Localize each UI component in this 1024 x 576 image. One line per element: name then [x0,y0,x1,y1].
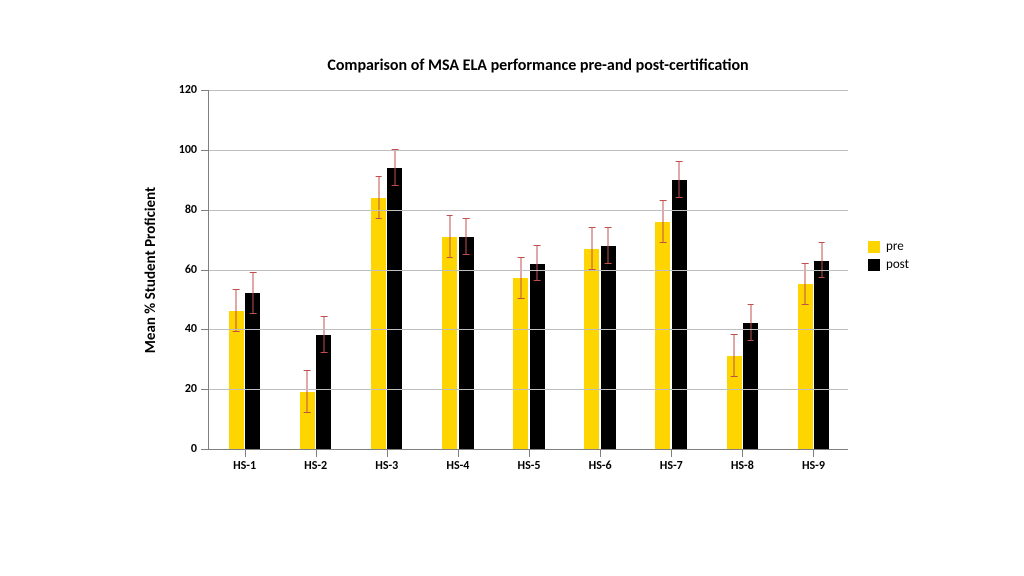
x-tick-label: HS-6 [589,449,612,473]
x-tick-label: HS-5 [518,449,541,473]
y-tick-label: 100 [179,143,209,157]
error-cap [534,245,541,246]
legend-item-pre: pre [868,239,909,254]
bar-pre [371,198,386,449]
x-tick-label: HS-1 [233,449,256,473]
legend: pre post [868,236,909,275]
error-cap [304,370,311,371]
error-cap [802,304,809,305]
error-cap [605,263,612,264]
grid-line [209,329,848,330]
error-bar [679,162,680,198]
error-bar [750,305,751,341]
error-cap [249,272,256,273]
error-cap [375,176,382,177]
error-cap [233,331,240,332]
bar-pre [655,222,670,449]
error-cap [747,340,754,341]
error-cap [747,304,754,305]
chart-title: Comparison of MSA ELA performance pre-an… [138,56,938,75]
x-tick-label: HS-4 [446,449,469,473]
y-axis-label: Mean % Student Proficient [142,186,160,352]
bar-pre [442,237,457,449]
error-cap [304,412,311,413]
error-cap [249,313,256,314]
error-cap [676,161,683,162]
error-cap [375,218,382,219]
bar-post [672,180,687,449]
bar-pre [513,278,528,449]
error-bar [520,258,521,300]
error-cap [589,227,596,228]
bar-pre [798,284,813,449]
legend-swatch [868,259,880,271]
y-tick-label: 60 [185,263,209,277]
y-tick-label: 120 [179,83,209,97]
legend-label: post [886,257,909,272]
error-cap [463,254,470,255]
error-cap [802,263,809,264]
y-tick-label: 80 [185,203,209,217]
bar-pre [584,249,599,449]
legend-label: pre [886,239,904,254]
error-bar [662,201,663,243]
error-cap [818,277,825,278]
bar-post [814,261,829,449]
error-bar [821,243,822,279]
grid-line [209,90,848,91]
grid-line [209,210,848,211]
error-cap [660,200,667,201]
legend-swatch [868,241,880,253]
error-bar [394,150,395,186]
x-tick-label: HS-2 [304,449,327,473]
error-bar [466,219,467,255]
error-cap [534,280,541,281]
plot-area: Mean % Student Proficient 02040608010012… [208,90,848,450]
error-bar [537,246,538,282]
y-tick-label: 0 [191,442,209,456]
error-bar [608,228,609,264]
error-bar [378,177,379,219]
bar-post [459,237,474,449]
error-bar [307,371,308,413]
error-bar [449,216,450,258]
error-cap [517,298,524,299]
error-cap [446,257,453,258]
x-tick-label: HS-9 [802,449,825,473]
x-tick-label: HS-3 [375,449,398,473]
error-cap [321,352,328,353]
legend-item-post: post [868,257,909,272]
bar-post [743,323,758,449]
error-cap [463,218,470,219]
error-cap [731,334,738,335]
error-cap [446,215,453,216]
error-cap [233,289,240,290]
bar-post [245,293,260,449]
error-cap [605,227,612,228]
error-cap [731,376,738,377]
error-cap [676,197,683,198]
error-cap [321,316,328,317]
error-bar [734,335,735,377]
y-tick-label: 40 [185,322,209,336]
error-cap [392,185,399,186]
error-cap [818,242,825,243]
grid-line [209,270,848,271]
error-bar [236,290,237,332]
grid-line [209,389,848,390]
error-cap [660,242,667,243]
y-tick-label: 20 [185,382,209,396]
x-tick-label: HS-7 [660,449,683,473]
error-cap [517,257,524,258]
x-tick-label: HS-8 [731,449,754,473]
grid-line [209,150,848,151]
bar-post [530,264,545,449]
bar-post [601,246,616,449]
error-bar [591,228,592,270]
error-bar [323,317,324,353]
error-bar [252,273,253,315]
